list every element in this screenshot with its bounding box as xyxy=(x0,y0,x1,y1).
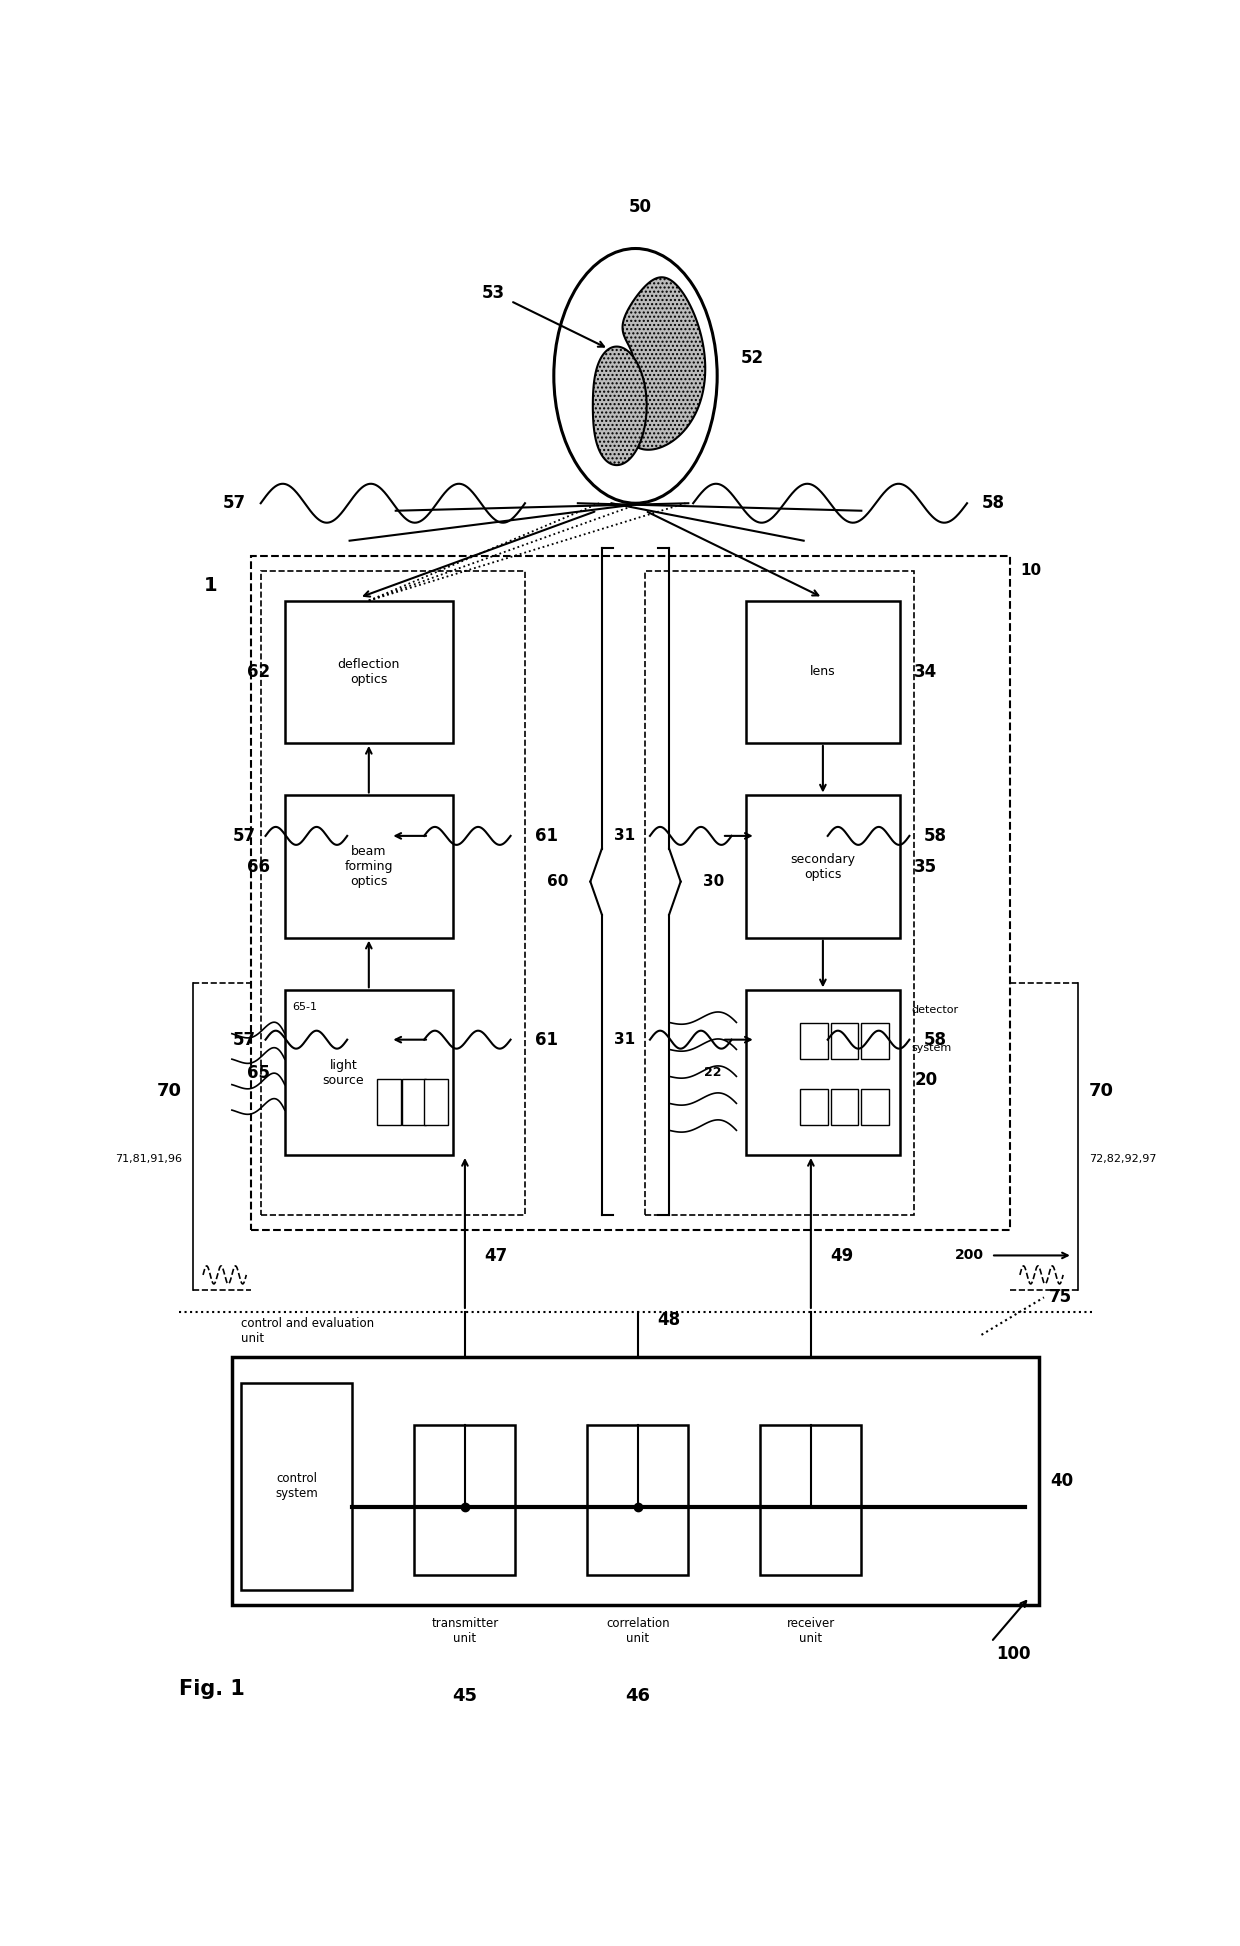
Text: control and evaluation
unit: control and evaluation unit xyxy=(242,1317,374,1345)
Text: 53: 53 xyxy=(481,284,505,302)
Text: 57: 57 xyxy=(233,827,255,845)
Text: beam
forming
optics: beam forming optics xyxy=(345,845,393,887)
Text: 35: 35 xyxy=(914,858,937,876)
Text: 71,81,91,96: 71,81,91,96 xyxy=(115,1154,182,1164)
Text: lens: lens xyxy=(810,666,836,679)
Polygon shape xyxy=(593,346,646,465)
Text: correlation
unit: correlation unit xyxy=(606,1617,670,1644)
Circle shape xyxy=(554,249,717,504)
Text: control
system: control system xyxy=(275,1473,319,1500)
Text: 50: 50 xyxy=(629,198,652,216)
Text: 10: 10 xyxy=(1019,562,1042,578)
Text: 60: 60 xyxy=(547,874,568,889)
Bar xyxy=(831,1024,858,1059)
Bar xyxy=(746,991,900,1156)
Text: 66: 66 xyxy=(247,858,270,876)
Bar xyxy=(285,601,453,743)
Text: 58: 58 xyxy=(982,494,1004,512)
Text: 48: 48 xyxy=(657,1312,681,1329)
Bar xyxy=(250,557,1011,1230)
Bar xyxy=(414,1424,516,1574)
Text: 45: 45 xyxy=(453,1687,477,1705)
Bar xyxy=(403,1080,427,1125)
Text: 57: 57 xyxy=(233,1031,255,1049)
Bar xyxy=(645,570,914,1214)
Text: 58: 58 xyxy=(924,827,947,845)
Bar xyxy=(800,1090,827,1125)
Text: 40: 40 xyxy=(1050,1471,1074,1491)
Text: 46: 46 xyxy=(625,1687,651,1705)
Bar xyxy=(232,1358,1039,1605)
Bar xyxy=(588,1424,688,1574)
Text: 62: 62 xyxy=(247,664,270,681)
Text: 100: 100 xyxy=(996,1644,1030,1664)
Text: light
source: light source xyxy=(322,1059,365,1086)
Text: 70: 70 xyxy=(1089,1082,1114,1099)
Text: 1: 1 xyxy=(203,576,217,595)
Text: 58: 58 xyxy=(924,1031,947,1049)
Bar xyxy=(862,1024,889,1059)
Text: transmitter
unit: transmitter unit xyxy=(432,1617,498,1644)
Bar xyxy=(285,796,453,938)
Bar xyxy=(831,1090,858,1125)
Text: system: system xyxy=(911,1043,951,1053)
Text: 47: 47 xyxy=(484,1247,507,1265)
Text: 65-1: 65-1 xyxy=(293,1002,317,1012)
Text: 31: 31 xyxy=(614,1031,635,1047)
Text: 75: 75 xyxy=(1049,1288,1071,1306)
Bar xyxy=(424,1080,448,1125)
Text: 30: 30 xyxy=(703,874,724,889)
Text: detector: detector xyxy=(911,1006,959,1016)
Bar xyxy=(746,796,900,938)
Bar xyxy=(760,1424,862,1574)
Bar xyxy=(377,1080,401,1125)
Bar xyxy=(242,1384,352,1590)
Text: receiver
unit: receiver unit xyxy=(786,1617,835,1644)
Bar xyxy=(746,601,900,743)
Text: 31: 31 xyxy=(614,829,635,843)
Text: secondary
optics: secondary optics xyxy=(790,852,856,882)
Text: 22: 22 xyxy=(704,1066,722,1080)
Bar xyxy=(260,570,525,1214)
Text: deflection
optics: deflection optics xyxy=(337,658,401,685)
Text: 65: 65 xyxy=(247,1064,270,1082)
Text: 70: 70 xyxy=(157,1082,182,1099)
Bar xyxy=(862,1090,889,1125)
Text: 34: 34 xyxy=(914,664,937,681)
Text: 57: 57 xyxy=(223,494,247,512)
Text: 72,82,92,97: 72,82,92,97 xyxy=(1089,1154,1157,1164)
Text: 61: 61 xyxy=(534,1031,558,1049)
Text: 20: 20 xyxy=(914,1070,937,1090)
Text: 200: 200 xyxy=(955,1249,983,1263)
Text: Fig. 1: Fig. 1 xyxy=(179,1679,246,1699)
Text: 52: 52 xyxy=(742,348,764,368)
Bar xyxy=(800,1024,827,1059)
Text: 49: 49 xyxy=(830,1247,853,1265)
Text: 61: 61 xyxy=(534,827,558,845)
Polygon shape xyxy=(622,276,706,450)
Bar xyxy=(285,991,453,1156)
